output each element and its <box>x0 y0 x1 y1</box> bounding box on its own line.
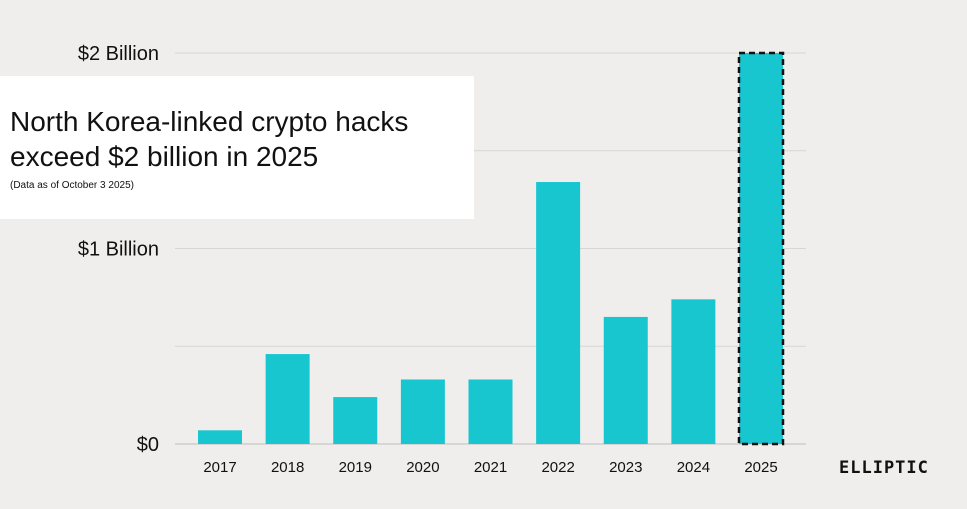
x-tick-label: 2019 <box>339 459 372 476</box>
bar-2021 <box>468 379 513 444</box>
bar-2017 <box>198 430 242 444</box>
x-axis-ticks: 2017 2018 2019 2020 2021 2022 2023 2024 2025 <box>203 459 777 476</box>
chart-subtitle: (Data as of October 3 2025) <box>10 180 134 191</box>
y-tick-label: $1 Billion <box>78 239 159 261</box>
x-tick-label: 2023 <box>609 459 642 476</box>
bar-2023 <box>603 316 648 444</box>
bars <box>198 51 785 446</box>
bar-2020 <box>400 379 445 444</box>
x-tick-label: 2021 <box>474 459 507 476</box>
x-tick-label: 2017 <box>203 459 236 476</box>
elliptic-logo: ELLIPTIC <box>839 458 929 478</box>
x-tick-label: 2024 <box>677 459 710 476</box>
bar-2025 <box>737 51 785 446</box>
bar-2024 <box>671 299 716 444</box>
x-tick-label: 2022 <box>541 459 574 476</box>
x-tick-label: 2018 <box>271 459 304 476</box>
bar-2018 <box>265 354 310 444</box>
bar-2019 <box>333 397 378 444</box>
chart-title: North Korea-linked crypto hacks exceed $… <box>10 106 409 172</box>
y-tick-label: $0 <box>137 434 159 456</box>
x-tick-label: 2025 <box>744 459 777 476</box>
y-tick-label: $2 Billion <box>78 43 159 65</box>
x-tick-label: 2020 <box>406 459 439 476</box>
bar-2022 <box>536 182 581 444</box>
title-panel: North Korea-linked crypto hacks exceed $… <box>0 76 474 219</box>
y-axis-ticks: $0 $1 Billion $2 Billion <box>78 43 159 456</box>
